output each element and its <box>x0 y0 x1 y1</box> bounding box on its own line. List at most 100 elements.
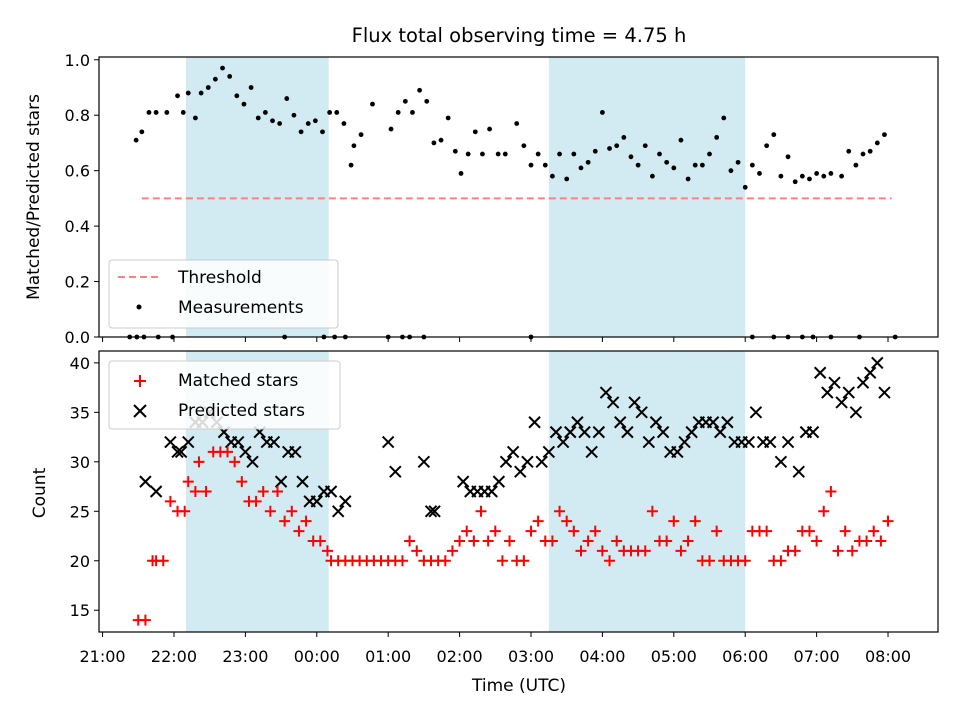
matched-legend-label: Matched stars <box>178 371 298 391</box>
measurement-point <box>692 162 698 168</box>
matched-point <box>518 555 530 567</box>
measurement-point <box>241 101 247 107</box>
predicted-legend-label: Predicted stars <box>178 401 305 421</box>
matched-point <box>875 535 887 547</box>
predicted-point <box>749 406 763 419</box>
predicted-point <box>456 475 470 488</box>
predicted-point <box>542 445 556 459</box>
measurement-point <box>270 118 275 124</box>
y-tick-label: 40 <box>70 354 90 373</box>
matched-point <box>468 535 480 547</box>
bottom-y-ticks: 15 20 25 30 35 40 <box>70 354 99 620</box>
predicted-point <box>331 505 345 518</box>
predicted-point <box>863 366 877 379</box>
predicted-point <box>878 386 891 399</box>
predicted-point <box>871 356 884 370</box>
predicted-point <box>381 435 395 449</box>
matched-points <box>132 446 894 626</box>
predicted-point <box>296 475 309 488</box>
predicted-point <box>828 376 841 389</box>
x-tick-label: 06:00 <box>722 647 768 666</box>
x-tick-label: 22:00 <box>151 647 197 666</box>
matched-point <box>604 555 616 567</box>
matched-point <box>454 535 466 547</box>
matched-point <box>611 535 623 547</box>
measurement-point <box>227 74 233 79</box>
measurement-points <box>127 65 898 340</box>
predicted-point <box>856 376 870 389</box>
predicted-point <box>781 435 795 449</box>
measurement-point <box>465 151 471 157</box>
measurement-point <box>882 132 887 138</box>
predicted-point <box>849 406 863 419</box>
measurement-point <box>592 148 598 154</box>
matched-point <box>461 525 473 537</box>
y-tick-label: 35 <box>70 403 90 422</box>
measurement-point <box>458 171 464 176</box>
predicted-point <box>267 435 281 449</box>
predicted-point <box>492 475 506 488</box>
measurement-point <box>452 148 458 154</box>
measurement-point <box>578 165 584 171</box>
measurement-point <box>853 162 859 168</box>
predicted-point <box>649 416 663 429</box>
measurement-point <box>778 173 784 179</box>
measurement-point <box>828 171 834 176</box>
measurement-point <box>514 121 520 126</box>
y-tick-label: 0.8 <box>65 106 90 125</box>
x-tick-label: 05:00 <box>651 647 697 666</box>
measurement-point <box>535 151 541 157</box>
predicted-point <box>521 455 534 469</box>
measurement-point <box>424 98 430 104</box>
predicted-point <box>149 485 163 498</box>
chart-title: Flux total observing time = 4.75 h <box>352 24 687 47</box>
predicted-points <box>139 356 891 518</box>
shaded-interval <box>548 351 746 632</box>
predicted-point <box>821 386 834 399</box>
matched-point <box>839 525 851 537</box>
measurement-point <box>480 151 485 157</box>
matched-point <box>300 515 312 527</box>
bottom-plot-frame <box>98 350 939 633</box>
matched-point <box>482 535 494 547</box>
matched-point <box>761 525 773 537</box>
measurement-point <box>180 110 186 115</box>
predicted-point <box>564 425 577 439</box>
predicted-point <box>424 505 438 518</box>
predicted-point <box>578 425 591 439</box>
measurement-point <box>351 143 357 149</box>
y-tick-label: 20 <box>70 552 90 571</box>
matched-point <box>861 535 873 547</box>
predicted-point <box>842 386 855 399</box>
matched-point <box>272 486 284 497</box>
top-shade-layer <box>185 57 746 337</box>
predicted-point <box>621 425 634 439</box>
matched-point <box>446 545 458 557</box>
matched-point <box>164 495 176 507</box>
measurement-point <box>585 159 591 165</box>
measurement-point <box>291 112 297 118</box>
matched-point <box>139 614 151 626</box>
measurements-legend-marker <box>136 304 142 310</box>
matched-point <box>189 486 201 497</box>
measurement-point <box>205 85 211 90</box>
measurement-point <box>133 137 139 143</box>
measurement-point <box>192 115 198 121</box>
measurement-point <box>785 154 791 160</box>
measurement-point <box>860 151 866 157</box>
predicted-point <box>813 366 827 379</box>
measurement-point <box>649 173 655 179</box>
matched-point <box>682 535 694 547</box>
predicted-point <box>174 445 188 459</box>
matched-point <box>264 505 276 517</box>
measurement-point <box>348 162 354 168</box>
matched-point <box>439 555 451 567</box>
matched-point <box>222 446 234 458</box>
matched-point <box>293 525 305 537</box>
predicted-point <box>685 425 698 439</box>
measurement-point <box>557 151 562 157</box>
x-tick-label: 04:00 <box>579 647 625 666</box>
measurement-point <box>735 159 741 165</box>
matched-point <box>646 505 658 517</box>
measurement-point <box>334 110 340 115</box>
